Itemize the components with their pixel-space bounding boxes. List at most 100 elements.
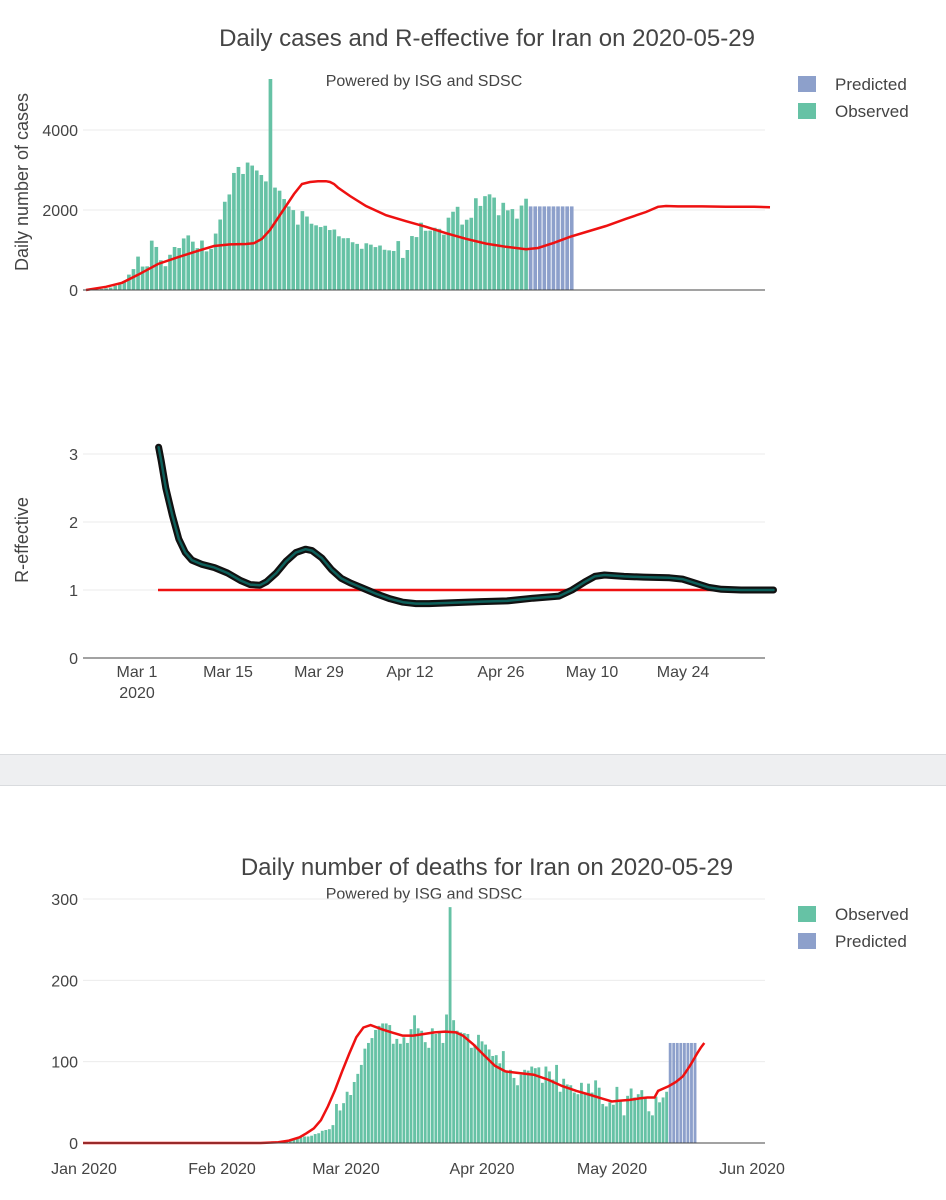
panel-separator (0, 754, 946, 786)
observed-bar (369, 244, 373, 290)
observed-bar (448, 907, 452, 1143)
observed-bar (619, 1101, 622, 1143)
observed-bar (615, 1086, 619, 1143)
observed-bar (303, 1136, 306, 1143)
observed-bar (345, 1091, 349, 1143)
observed-bar (537, 1067, 541, 1143)
observed-bar (565, 1084, 569, 1143)
x-tick-label: May 24 (657, 664, 710, 681)
observed-bar (378, 245, 382, 290)
observed-bar (236, 166, 241, 290)
observed-bar (608, 1102, 612, 1143)
deaths-legend: Observed Predicted (798, 905, 909, 951)
observed-bar (154, 246, 159, 290)
observed-bar (643, 1098, 647, 1143)
observed-bar (108, 287, 113, 290)
observed-bar (452, 1020, 456, 1143)
observed-bar (558, 1091, 562, 1143)
reff-line (157, 445, 775, 605)
observed-bar (413, 1015, 416, 1143)
legend-observed-label[interactable]: Observed (835, 102, 909, 121)
reff-x-ticks: Mar 1 Mar 15 Mar 29 Apr 12 Apr 26 May 10 May 2… (117, 664, 710, 702)
observed-bar (374, 1029, 377, 1143)
observed-bar (576, 1094, 580, 1143)
observed-bar (327, 1129, 331, 1143)
observed-bar (484, 1044, 487, 1143)
y-tick-label: 200 (51, 973, 78, 990)
observed-bar (512, 1077, 516, 1143)
observed-bar (414, 237, 419, 290)
observed-bar (337, 236, 341, 290)
observed-bar (423, 1042, 427, 1143)
observed-bar (451, 211, 455, 290)
observed-bar (633, 1097, 637, 1143)
observed-bar (597, 1087, 601, 1143)
legend-observed-label[interactable]: Observed (835, 905, 909, 924)
y-tick-label: 0 (69, 1136, 78, 1153)
predicted-bar (565, 206, 569, 290)
predicted-bar (556, 206, 560, 290)
legend-predicted-swatch[interactable] (798, 76, 816, 92)
x-tick-label: Apr 2020 (450, 1161, 515, 1178)
observed-bar (99, 288, 104, 290)
observed-bar (396, 241, 401, 290)
observed-bar (464, 219, 469, 290)
observed-bar (250, 165, 255, 290)
observed-bar (402, 1037, 406, 1143)
observed-bar (455, 206, 460, 290)
observed-bar (651, 1115, 654, 1143)
y-tick-label: 300 (51, 892, 78, 909)
observed-bar (384, 1023, 388, 1143)
observed-bar (359, 248, 364, 290)
y-tick-label: 4000 (42, 123, 78, 140)
observed-bar (434, 1034, 438, 1143)
observed-bar (548, 1071, 551, 1143)
y-tick-label: 1 (69, 583, 78, 600)
observed-bar (341, 238, 346, 290)
cases-chart-title: Daily cases and R-effective for Iran on … (219, 25, 755, 52)
observed-bar (466, 1034, 470, 1143)
observed-bar (227, 194, 232, 290)
x-tick-label: Mar 2020 (312, 1161, 380, 1178)
observed-bar (533, 1068, 537, 1143)
cases-gridlines (83, 129, 765, 211)
observed-bar (159, 260, 163, 290)
observed-bar (519, 1074, 523, 1143)
legend-predicted-label[interactable]: Predicted (835, 932, 907, 951)
observed-bar (400, 257, 405, 290)
observed-bar (382, 249, 387, 290)
x-tick-label: Mar 1 (117, 664, 158, 681)
observed-bar (232, 172, 236, 290)
observed-bar (544, 1066, 548, 1143)
observed-bar (516, 1085, 519, 1143)
legend-predicted-swatch[interactable] (798, 933, 816, 949)
cases-trend-line (85, 179, 771, 292)
observed-bar (590, 1092, 594, 1143)
observed-bar (640, 1090, 644, 1143)
observed-bar (305, 216, 309, 290)
reff-chart: R-effective Mar 1 Mar 15 Mar 29 Apr 12 Apr 2… (12, 443, 777, 702)
legend-predicted-label[interactable]: Predicted (835, 75, 907, 94)
observed-bar (140, 266, 145, 290)
observed-bar (622, 1115, 626, 1143)
observed-bar (658, 1102, 661, 1143)
reff-y-axis-title: R-effective (12, 497, 32, 583)
predicted-bar (675, 1042, 679, 1143)
observed-bar (177, 248, 181, 290)
observed-bar (277, 190, 282, 290)
observed-bar (405, 250, 410, 290)
legend-observed-swatch[interactable] (798, 103, 816, 119)
observed-bar (104, 288, 108, 290)
legend-observed-swatch[interactable] (798, 906, 816, 922)
observed-bar (626, 1095, 629, 1143)
observed-bar (338, 1110, 342, 1143)
observed-bar (335, 1103, 338, 1143)
cases-y-axis-title: Daily number of cases (12, 93, 32, 271)
deaths-chart-subtitle: Powered by ISG and SDSC (326, 886, 523, 903)
observed-bar (332, 229, 337, 290)
observed-bar (594, 1080, 598, 1143)
observed-bar (604, 1106, 608, 1143)
observed-bar (295, 224, 300, 290)
observed-bar (131, 269, 136, 290)
observed-bar (406, 1042, 409, 1143)
